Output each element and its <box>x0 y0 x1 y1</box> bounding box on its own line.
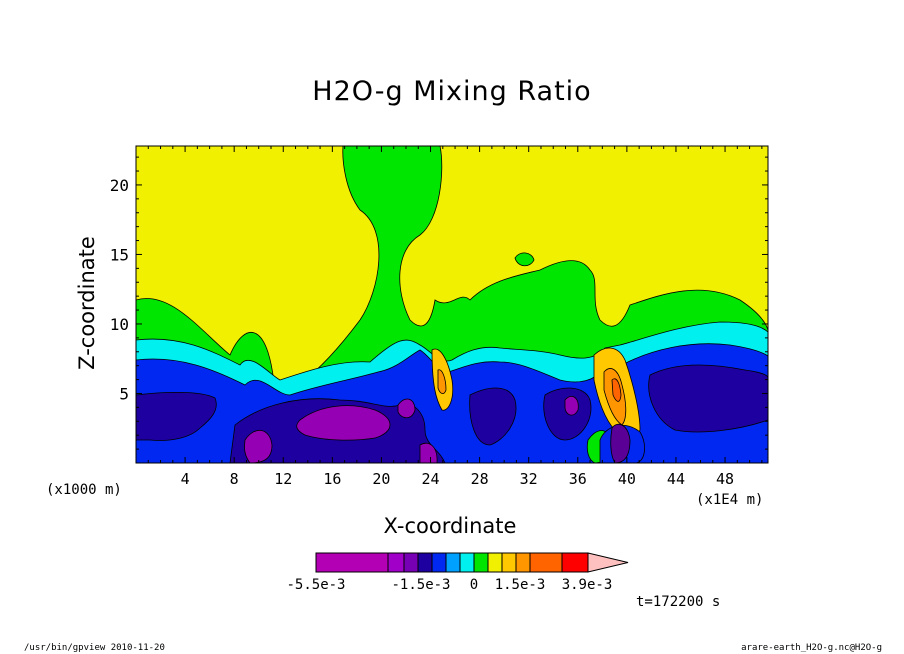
contour-region-pos2 <box>437 369 447 394</box>
colorbar-cell <box>561 552 589 573</box>
colorbar-cell <box>387 552 405 573</box>
contour-region-lowest <box>244 430 273 463</box>
x-tick-label: 24 <box>421 470 439 488</box>
colorbar-tick-label: -5.5e-3 <box>286 577 345 593</box>
colorbar-tick-label: 0 <box>470 577 478 593</box>
contour-region-lowest <box>564 396 579 416</box>
colorbar-cell <box>473 552 489 573</box>
contour-region-lowest <box>296 405 391 441</box>
chart-title: H2O-g Mixing Ratio <box>312 76 592 107</box>
colorbar-tick-label: 1.5e-3 <box>495 577 546 593</box>
x-tick-label: 16 <box>323 470 341 488</box>
x-tick-label: 8 <box>230 470 239 488</box>
colorbar-cell <box>459 552 475 573</box>
y-tick-label: 10 <box>110 315 129 334</box>
x-tick-label: 12 <box>274 470 292 488</box>
y-tick-label: 20 <box>110 176 129 195</box>
footer-left: /usr/bin/gpview 2010-11-20 <box>24 643 165 653</box>
x-unit-left: (x1000 m) <box>46 482 122 498</box>
y-tick-label: 5 <box>119 384 129 403</box>
contour-region-lower <box>136 391 217 441</box>
colorbar-cell <box>417 552 433 573</box>
x-axis-label: X-coordinate <box>383 514 517 538</box>
x-tick-label: 40 <box>618 470 636 488</box>
contour-region-lowest <box>419 442 438 463</box>
x-tick-label: 44 <box>667 470 685 488</box>
colorbar-labels: -5.5e-3 -1.5e-3 0 1.5e-3 3.9e-3 <box>286 577 612 593</box>
contour-region-lowest <box>397 398 416 419</box>
contour-region-deep <box>610 423 631 463</box>
footer-right: arare-earth_H2O-g.nc@H2O-g <box>741 643 882 653</box>
plot-frame <box>135 145 769 464</box>
colorbar-cell <box>487 552 503 573</box>
contour-field <box>136 146 768 463</box>
x-tick-label: 4 <box>181 470 190 488</box>
colorbar-cell <box>431 552 447 573</box>
colorbar-tick-label: 3.9e-3 <box>562 577 613 593</box>
x-axis: 4 8 12 16 20 24 28 32 36 40 44 48 <box>147 146 763 488</box>
x-tick-label: 32 <box>520 470 538 488</box>
colorbar-cell <box>501 552 517 573</box>
x-tick-label: 28 <box>471 470 489 488</box>
colorbar <box>315 552 629 573</box>
x-tick-label: 48 <box>716 470 734 488</box>
x-unit-right: (x1E4 m) <box>696 492 764 508</box>
colorbar-cell <box>403 552 419 573</box>
time-label: t=172200 s <box>636 594 721 610</box>
contour-region-lower <box>469 387 517 446</box>
y-axis: 5 10 15 20 <box>110 156 768 450</box>
colorbar-arrow <box>587 552 629 573</box>
colorbar-cell <box>515 552 531 573</box>
contour-region-lower <box>648 364 768 433</box>
contour-region-pos3 <box>611 378 622 402</box>
colorbar-cell <box>529 552 563 573</box>
y-axis-label: Z-coordinate <box>75 236 99 370</box>
x-tick-label: 20 <box>372 470 390 488</box>
contour-region-high <box>514 252 535 267</box>
y-tick-label: 15 <box>110 245 129 264</box>
colorbar-cell <box>445 552 461 573</box>
colorbar-tick-label: -1.5e-3 <box>391 577 450 593</box>
x-tick-label: 36 <box>569 470 587 488</box>
colorbar-cell <box>315 552 389 573</box>
